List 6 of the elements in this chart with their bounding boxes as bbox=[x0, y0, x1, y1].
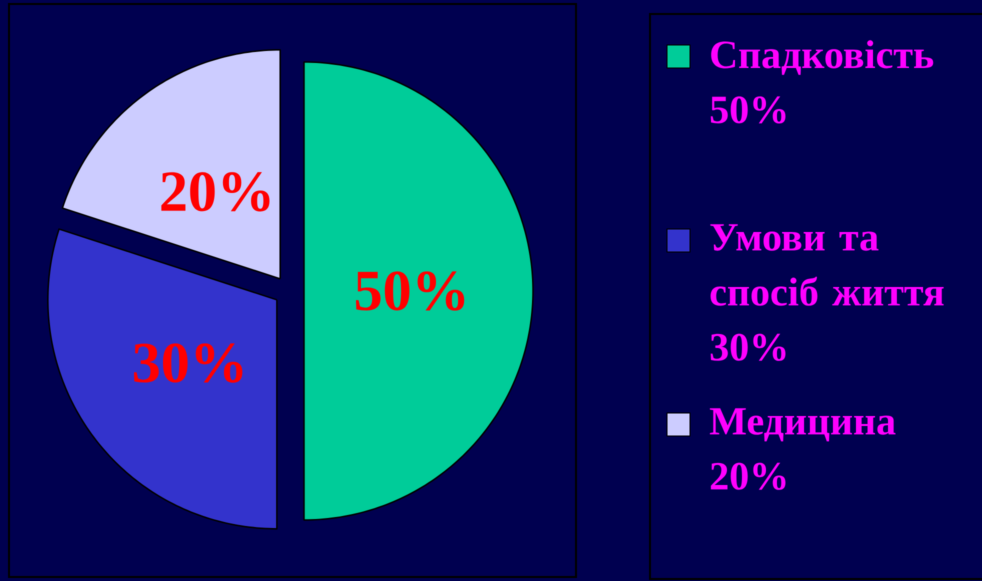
data-label: 30% bbox=[134, 343, 242, 383]
legend-label: Спадковість 50% bbox=[710, 40, 934, 124]
legend-label: Медицина 20% bbox=[710, 408, 896, 490]
legend-label: Умови та спосіб життя 30% bbox=[710, 224, 944, 361]
data-label: 20% bbox=[161, 172, 270, 212]
data-label: 50% bbox=[356, 271, 464, 311]
